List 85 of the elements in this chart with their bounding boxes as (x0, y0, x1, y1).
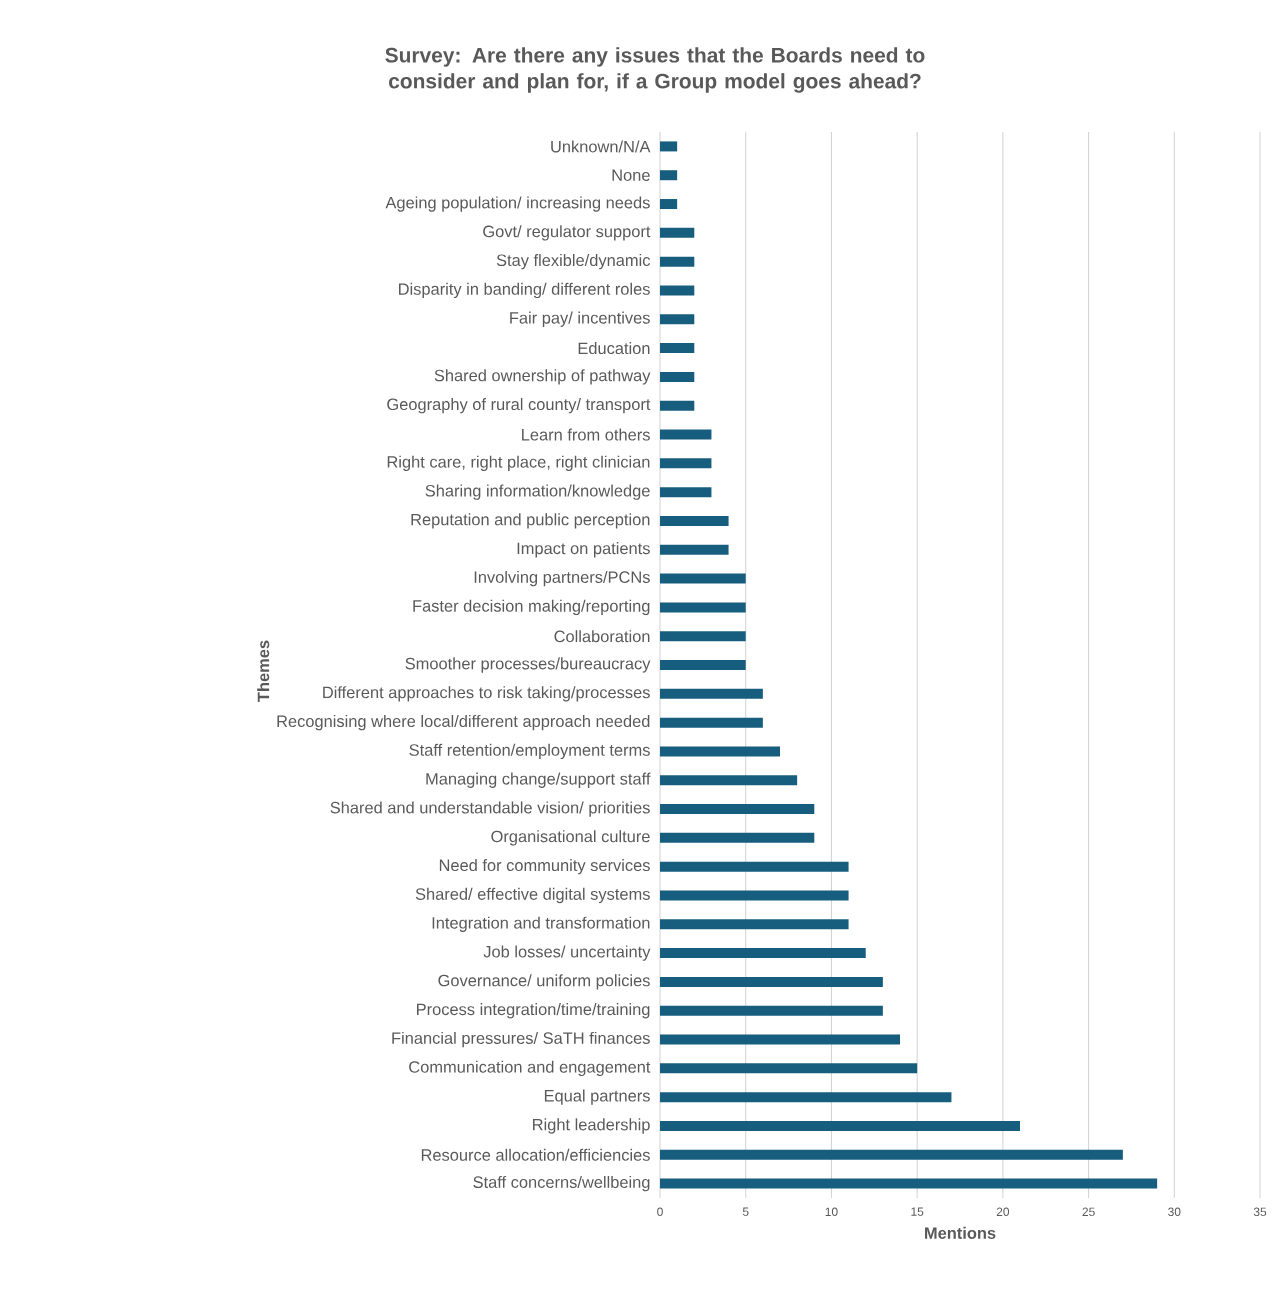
x-tick-label: 5 (742, 1207, 749, 1216)
bar (660, 804, 815, 815)
bar (660, 1178, 1158, 1189)
bar (660, 832, 815, 843)
bar (660, 660, 746, 671)
bar (660, 746, 781, 757)
bar (660, 314, 695, 325)
bar (660, 285, 695, 296)
bar (660, 775, 798, 786)
bar (660, 458, 712, 469)
bar (660, 256, 695, 267)
y-tick-label: Reputation and public perception (411, 513, 650, 529)
y-tick-label: Disparity in banding/ different roles (399, 282, 650, 299)
y-tick-label: Faster decision making/reporting (413, 599, 650, 616)
bar (660, 400, 695, 411)
bar (660, 948, 866, 959)
y-tick-label: Shared/ effective digital systems (415, 887, 650, 904)
y-tick-label: Education (578, 342, 650, 355)
bar (660, 141, 678, 152)
y-tick-label: Ageing population/ increasing needs (385, 196, 650, 212)
bar (660, 227, 695, 238)
y-tick-label: Staff concerns/wellbeing (473, 1175, 650, 1192)
y-tick-label: Collaboration (554, 630, 650, 643)
y-tick-label: Shared ownership of pathway (434, 369, 651, 385)
y-tick-label: Resource allocation/efficiencies (421, 1148, 650, 1161)
y-tick-label: None (612, 169, 650, 181)
bar (660, 429, 712, 440)
bar (660, 890, 849, 901)
bar (660, 861, 849, 872)
bar (660, 371, 695, 382)
y-tick-label: Unknown/N/A (551, 140, 651, 153)
bar (660, 919, 849, 930)
y-tick-label: Sharing information/knowledge (425, 484, 650, 500)
bar (660, 1120, 1021, 1131)
y-tick-label: Organisational culture (491, 830, 650, 846)
x-tick-label: 15 (911, 1207, 924, 1216)
x-tick-label: 0 (657, 1207, 663, 1216)
y-tick-label: Geography of rural county/ transport (387, 398, 651, 414)
y-tick-label: Different approaches to risk taking/processes (323, 686, 650, 702)
bar (660, 631, 746, 642)
y-tick-label: Involving partners/PCNs (474, 570, 650, 587)
x-tick-label: 35 (1253, 1207, 1267, 1216)
bar (660, 717, 763, 728)
bar (660, 1034, 901, 1045)
bar (660, 1149, 1123, 1160)
x-tick-label: 25 (1082, 1207, 1095, 1216)
y-tick-label: Govt/ regulator support (483, 225, 651, 241)
y-tick-label: Governance/ uniform policies (438, 974, 650, 990)
bar (660, 976, 883, 987)
y-tick-label: Staff retention/employment terms (409, 743, 650, 760)
x-tick-label: 20 (996, 1207, 1010, 1216)
y-tick-label: Shared and understandable vision/ priorities (330, 801, 650, 817)
chart-title: Survey: Are there any issues that the Boards need to consider and plan for, if a Group model goes ahead? (385, 47, 925, 93)
bar (660, 199, 678, 210)
y-tick-label: Job losses/ uncertainty (483, 945, 651, 961)
y-tick-label: Smoother processes/bureaucracy (405, 657, 651, 673)
y-axis-title: Themes (257, 640, 270, 702)
bar (660, 343, 695, 354)
y-tick-label: Need for community services (439, 859, 650, 875)
y-tick-label: Process integration/time/training (417, 1003, 650, 1019)
bar (660, 515, 729, 526)
y-tick-label: Stay flexible/dynamic (496, 254, 651, 270)
y-tick-label: Recognising where local/different approach needed (277, 714, 650, 731)
y-tick-label: Right care, right place, right clinician (387, 455, 650, 471)
y-tick-label: Managing change/support staff (426, 772, 651, 788)
y-tick-label: Communication and engagement (409, 1060, 651, 1077)
y-tick-label: Fair pay/ incentives (510, 311, 650, 327)
bar (660, 487, 712, 498)
bar (660, 544, 729, 555)
bar (660, 1005, 883, 1016)
y-tick-label: Equal partners (544, 1089, 650, 1105)
y-tick-label: Right leadership (533, 1118, 650, 1134)
bar (660, 1092, 952, 1103)
y-tick-label: Learn from others (522, 428, 650, 441)
x-axis-title: Mentions (925, 1226, 996, 1239)
x-tick-label: 10 (825, 1207, 838, 1216)
x-tick-label: 30 (1168, 1207, 1181, 1216)
y-tick-label: Impact on patients (517, 542, 650, 558)
bar (660, 1063, 918, 1074)
bar (660, 602, 746, 613)
y-tick-label: Integration and transformation (432, 916, 650, 932)
bar (660, 170, 678, 181)
y-tick-label: Financial pressures/ SaTH finances (392, 1031, 650, 1048)
bar (660, 573, 746, 584)
bar (660, 688, 763, 699)
